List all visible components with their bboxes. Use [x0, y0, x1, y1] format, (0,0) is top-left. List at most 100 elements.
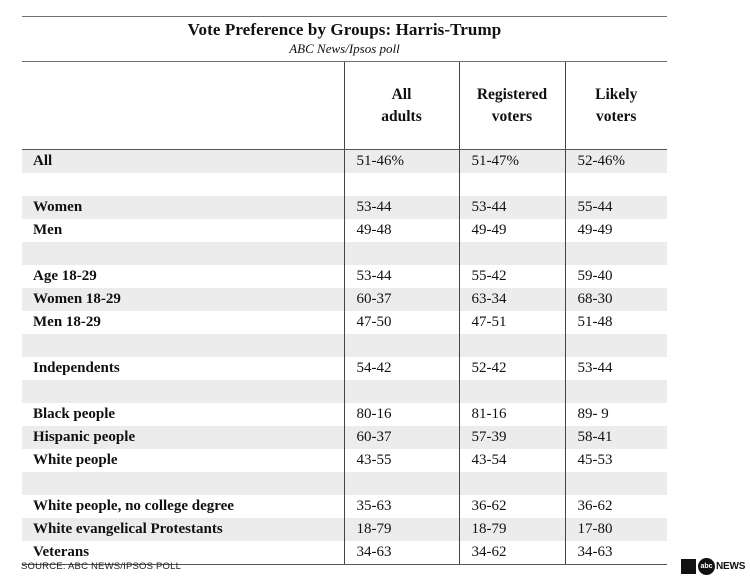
source-note: SOURCE: ABC NEWS/IPSOS POLL	[21, 561, 182, 572]
table-row: Veterans 34-63 34-62 34-63	[22, 541, 667, 565]
cell-value	[564, 472, 667, 495]
table-row: All 51-46% 51-47% 52-46%	[22, 149, 667, 173]
table-row: Men 49-48 49-49 49-49	[22, 219, 667, 242]
cell-value: 55-42	[458, 265, 565, 288]
cell-value: 36-62	[564, 495, 667, 518]
cell-value	[564, 380, 667, 403]
row-label: White people, no college degree	[22, 495, 344, 518]
cell-value	[458, 242, 565, 265]
abc-logo-icon: abc	[698, 557, 715, 575]
logo-square-icon	[681, 558, 696, 574]
row-label	[22, 472, 344, 495]
row-label: Women 18-29	[22, 288, 344, 311]
table-row: Black people 80-16 81-16 89- 9	[22, 403, 667, 426]
cell-value: 45-53	[564, 449, 667, 472]
table-row: Women 53-44 53-44 55-44	[22, 196, 667, 219]
table-row: White evangelical Protestants 18-79 18-79 1…	[22, 518, 667, 541]
cell-value	[343, 242, 459, 265]
cell-value: 36-62	[458, 495, 565, 518]
row-label: Women	[22, 196, 344, 219]
poll-table-frame: Vote Preference by Groups: Harris-Trump …	[22, 16, 667, 565]
cell-value: 53-44	[458, 196, 565, 219]
column-header: Likely voters	[564, 62, 667, 150]
cell-value: 51-46%	[343, 149, 459, 173]
vote-preference-table: All adults Registered voters Likely voters …	[22, 62, 667, 565]
cell-value: 58-41	[564, 426, 667, 449]
cell-value: 47-51	[458, 311, 565, 334]
cell-value: 60-37	[343, 426, 459, 449]
table-title: Vote Preference by Groups: Harris-Trump	[187, 20, 502, 39]
table-row: Age 18-29 53-44 55-42 59-40	[22, 265, 667, 288]
header-blank	[22, 62, 344, 150]
logo-text: NEWS	[716, 560, 746, 572]
cell-value: 34-63	[343, 541, 459, 565]
row-label: All	[22, 149, 344, 173]
cell-value: 18-79	[458, 518, 565, 541]
spacer-row	[22, 242, 667, 265]
spacer-row	[22, 173, 667, 196]
row-label: Men 18-29	[22, 311, 344, 334]
cell-value: 63-34	[458, 288, 565, 311]
cell-value: 18-79	[343, 518, 459, 541]
cell-value	[343, 173, 459, 196]
cell-value: 53-44	[564, 357, 667, 380]
cell-value: 55-44	[564, 196, 667, 219]
cell-value	[458, 380, 565, 403]
cell-value: 49-48	[343, 219, 459, 242]
cell-value: 52-46%	[564, 149, 667, 173]
table-row: White people, no college degree 35-63 36-6…	[22, 495, 667, 518]
cell-value: 47-50	[343, 311, 459, 334]
table-row: Hispanic people 60-37 57-39 58-41	[22, 426, 667, 449]
row-label: Independents	[22, 357, 344, 380]
cell-value: 57-39	[458, 426, 565, 449]
cell-value: 43-54	[458, 449, 565, 472]
cell-value: 81-16	[458, 403, 565, 426]
cell-value	[564, 242, 667, 265]
row-label: Men	[22, 219, 344, 242]
cell-value: 34-62	[458, 541, 565, 565]
cell-value: 53-44	[343, 265, 459, 288]
title-block: Vote Preference by Groups: Harris-Trump …	[22, 16, 667, 62]
cell-value: 60-37	[343, 288, 459, 311]
cell-value: 51-48	[564, 311, 667, 334]
spacer-row	[22, 334, 667, 357]
cell-value: 34-63	[564, 541, 667, 565]
cell-value: 43-55	[343, 449, 459, 472]
cell-value	[458, 334, 565, 357]
row-label: Black people	[22, 403, 344, 426]
cell-value: 52-42	[458, 357, 565, 380]
cell-value: 49-49	[564, 219, 667, 242]
row-label	[22, 334, 344, 357]
table-row: Women 18-29 60-37 63-34 68-30	[22, 288, 667, 311]
cell-value: 68-30	[564, 288, 667, 311]
cell-value: 54-42	[343, 357, 459, 380]
cell-value	[343, 380, 459, 403]
cell-value	[458, 173, 565, 196]
row-label	[22, 242, 344, 265]
row-label: Veterans	[22, 541, 344, 565]
spacer-row	[22, 380, 667, 403]
row-label	[22, 173, 344, 196]
cell-value	[564, 334, 667, 357]
header-row: All adults Registered voters Likely voters	[22, 62, 667, 150]
cell-value	[343, 334, 459, 357]
cell-value: 51-47%	[458, 149, 565, 173]
cell-value: 17-80	[564, 518, 667, 541]
column-header: All adults	[343, 62, 459, 150]
cell-value: 35-63	[343, 495, 459, 518]
spacer-row	[22, 472, 667, 495]
row-label: White people	[22, 449, 344, 472]
table-row: Men 18-29 47-50 47-51 51-48	[22, 311, 667, 334]
abc-news-logo: abc NEWS	[681, 556, 745, 576]
table-row: Independents 54-42 52-42 53-44	[22, 357, 667, 380]
table-row: White people 43-55 43-54 45-53	[22, 449, 667, 472]
column-header: Registered voters	[458, 62, 565, 150]
cell-value	[458, 472, 565, 495]
table-subtitle: ABC News/Ipsos poll	[289, 41, 400, 56]
cell-value: 89- 9	[564, 403, 667, 426]
cell-value	[343, 472, 459, 495]
cell-value: 53-44	[343, 196, 459, 219]
cell-value: 59-40	[564, 265, 667, 288]
row-label	[22, 380, 344, 403]
cell-value: 80-16	[343, 403, 459, 426]
